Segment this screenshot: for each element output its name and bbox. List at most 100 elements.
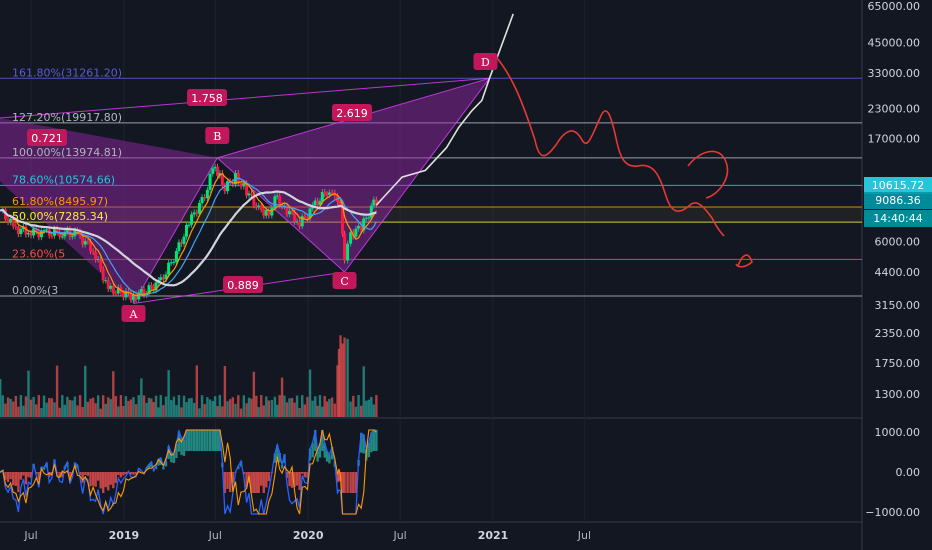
volume-bar [76, 405, 79, 417]
oscillator-histogram-bar [330, 446, 334, 460]
candle-body [50, 235, 54, 237]
candle-body [104, 280, 108, 282]
volume-bar [35, 404, 38, 417]
volume-bar [45, 402, 48, 417]
ratio-label-box [27, 129, 67, 146]
volume-bar [182, 395, 186, 417]
candle-body [137, 292, 141, 300]
volume-bar [303, 404, 307, 417]
candle-body [21, 226, 25, 230]
candle-body [131, 294, 135, 300]
oscillator-histogram-bar [37, 472, 41, 480]
oscillator-histogram-bar [280, 464, 284, 469]
pattern-point-box [332, 272, 357, 289]
oscillator-histogram-bar [245, 472, 248, 488]
candle-body [29, 233, 33, 236]
candle-body [116, 287, 120, 294]
oscillator-histogram-bar [29, 472, 33, 479]
candle-body [126, 290, 130, 293]
volume-bar [306, 396, 309, 417]
volume-bar [137, 395, 140, 417]
volume-bar [48, 398, 51, 417]
oscillator-histogram-bar [295, 472, 299, 486]
price-badge: 10615.72 [872, 179, 925, 192]
candle-body [114, 293, 118, 295]
oscillator-histogram-bar [360, 433, 363, 453]
oscillator-histogram-bar [314, 430, 317, 451]
oscillator-histogram-bar [257, 472, 260, 493]
oscillator-histogram-bar [343, 472, 346, 493]
price-badge: 9086.36 [875, 194, 921, 207]
candle-body [203, 197, 207, 199]
volume-bar [218, 395, 222, 417]
volume-bar [37, 395, 41, 417]
volume-bar [354, 406, 358, 417]
oscillator-histogram-bar [84, 472, 87, 475]
candle-body [6, 219, 10, 223]
oscillator-histogram-bar [177, 431, 181, 452]
ratio-label: 1.758 [191, 92, 223, 105]
candle-body [357, 225, 361, 229]
candle-body [91, 251, 95, 253]
candle-body [172, 261, 176, 263]
pattern-point-box [205, 127, 230, 144]
price-axis-tick: 1300.00 [875, 388, 921, 401]
oscillator-line-slow [0, 429, 377, 515]
candle-body [215, 166, 219, 176]
oscillator-histogram-bar [293, 472, 296, 487]
volume-bar [117, 406, 120, 417]
ma-fast-line [0, 173, 377, 297]
candle-body [161, 277, 165, 280]
price-badge-box [864, 177, 932, 194]
volume-bar [14, 395, 18, 417]
candle-body [152, 286, 156, 291]
time-axis-label: Jul [23, 529, 37, 542]
drawn-forecast-line [496, 57, 725, 237]
candle-body [320, 192, 324, 202]
volume-bar [370, 396, 373, 417]
candle-body [60, 236, 64, 238]
candle-body [39, 231, 43, 238]
price-axis-tick: 4400.00 [875, 266, 921, 279]
oscillator-histogram-bar [346, 472, 349, 493]
candle-body [318, 201, 322, 205]
volume-bar [247, 397, 251, 417]
volume-bar [91, 397, 95, 417]
candle-body [278, 195, 282, 206]
pattern-point-c: C [340, 275, 348, 288]
oscillator-histogram-bar [321, 430, 324, 451]
volume-bar [27, 370, 30, 417]
candle-body [367, 217, 371, 219]
price-badge-box [864, 210, 932, 227]
candle-body [303, 216, 307, 218]
ratio-label-box [187, 89, 227, 106]
oscillator-histogram-bar [0, 472, 2, 473]
ratio-label: 0.721 [31, 132, 63, 145]
volume-bar [187, 398, 191, 417]
volume-bar [66, 396, 69, 417]
price-axis-tick: 6000.00 [875, 235, 921, 248]
volume-bar [150, 398, 153, 417]
candle-body [308, 208, 312, 219]
volume-bar [61, 395, 64, 417]
candle-body [34, 228, 38, 232]
pattern-point-d: D [481, 56, 490, 69]
oscillator-histogram-bar [185, 430, 188, 451]
candle-body [192, 212, 196, 215]
volume-bar [276, 404, 279, 417]
candle-body [249, 193, 253, 195]
oscillator-histogram-bar [81, 472, 84, 483]
oscillator-histogram-bar [278, 453, 281, 463]
candle-body [245, 183, 249, 196]
volume-bar [119, 395, 123, 417]
volume-bar [89, 398, 92, 417]
volume-bar [213, 396, 217, 417]
volume-bar [200, 395, 204, 417]
volume-bar [68, 399, 72, 417]
candle-body [81, 236, 85, 245]
candle-body [121, 293, 125, 298]
pattern-xab-triangle [0, 118, 218, 304]
oscillator-histogram-bar [267, 472, 271, 482]
